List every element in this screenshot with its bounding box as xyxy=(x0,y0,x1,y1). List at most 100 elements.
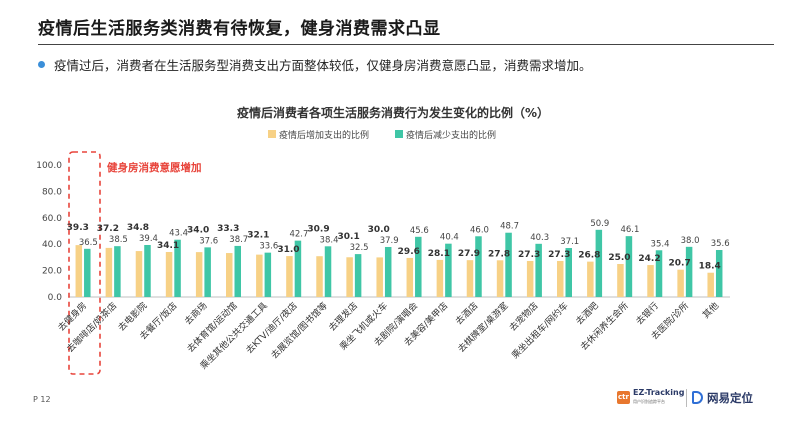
bar-increase xyxy=(105,247,113,297)
x-tick-label: 去展览馆/图书馆等 xyxy=(268,300,330,362)
bar-chart: 疫情后增加支出的比例 疫情后减少支出的比例 0.0 20.0 40.0 60.0 80.0 1… xyxy=(36,129,730,375)
data-label-increase: 32.1 xyxy=(247,231,269,241)
bar-decrease xyxy=(505,232,512,297)
data-label-decrease: 45.6 xyxy=(410,226,429,236)
bar-increase xyxy=(226,253,233,297)
y-tick-label: 0.0 xyxy=(48,293,63,303)
bar-decrease xyxy=(625,236,633,297)
data-label-decrease: 36.5 xyxy=(79,238,98,248)
title-divider xyxy=(38,44,774,45)
data-label-decrease: 37.9 xyxy=(380,236,399,246)
bar-increase xyxy=(256,254,263,297)
data-label-decrease: 38.0 xyxy=(681,236,700,246)
y-tick-label: 60.0 xyxy=(42,214,62,224)
bar-increase xyxy=(617,264,624,297)
bar-increase xyxy=(496,260,504,297)
data-label-increase: 33.3 xyxy=(217,224,239,234)
data-label-increase: 31.0 xyxy=(277,245,299,255)
data-label-increase: 18.4 xyxy=(699,262,721,272)
data-label-increase: 28.1 xyxy=(428,249,450,259)
bar-increase xyxy=(316,256,323,297)
bar-increase xyxy=(195,252,203,297)
bar-decrease xyxy=(535,243,542,297)
bar-decrease xyxy=(445,243,452,297)
bar-decrease xyxy=(715,250,723,297)
data-label-increase: 34.0 xyxy=(187,225,209,235)
data-label-decrease: 46.0 xyxy=(470,225,489,235)
data-label-increase: 24.2 xyxy=(638,254,660,264)
bar-decrease xyxy=(204,247,211,297)
data-label-decrease: 40.3 xyxy=(530,233,549,243)
ez-tracking-logo-text: EZ-Tracking xyxy=(633,388,685,397)
x-tick-label: 去商场 xyxy=(182,300,210,328)
bar-decrease xyxy=(144,244,151,297)
netease-location-logo-icon xyxy=(692,391,703,404)
bar-decrease xyxy=(685,246,693,297)
data-label-decrease: 48.7 xyxy=(500,222,519,232)
bar-increase xyxy=(165,251,173,297)
data-label-decrease: 38.5 xyxy=(109,235,128,245)
data-label-increase: 27.9 xyxy=(458,249,480,259)
y-tick-label: 80.0 xyxy=(42,187,62,197)
bar-increase xyxy=(587,261,594,297)
legend-label-1: 疫情后减少支出的比例 xyxy=(406,129,496,141)
legend-label-0: 疫情后增加支出的比例 xyxy=(279,129,369,141)
legend-swatch-1 xyxy=(395,130,403,138)
data-label-increase: 26.8 xyxy=(578,251,600,261)
ez-tracking-logo-subtext: 用户识别追踪平台 xyxy=(633,399,665,404)
bar-decrease xyxy=(565,248,572,297)
data-label-decrease: 32.5 xyxy=(350,243,369,253)
data-label-increase: 25.0 xyxy=(608,253,630,263)
data-label-increase: 34.1 xyxy=(157,241,179,251)
bullet-dot-icon xyxy=(38,61,45,68)
bar-decrease xyxy=(294,240,302,297)
legend-swatch-0 xyxy=(268,130,276,138)
data-label-decrease: 42.7 xyxy=(289,230,308,240)
bar-decrease xyxy=(84,248,91,297)
x-tick-label: 去棋牌室/桌游室 xyxy=(455,300,510,355)
data-label-decrease: 46.1 xyxy=(620,225,639,235)
data-label-increase: 27.8 xyxy=(488,249,510,259)
page-title: 疫情后生活服务类消费有待恢复，健身消费需求凸显 xyxy=(38,19,441,39)
data-label-increase: 34.8 xyxy=(127,223,149,233)
bar-increase xyxy=(346,257,353,297)
annotation-label: 健身房消费意愿增加 xyxy=(107,161,202,174)
x-tick-label: 去银行 xyxy=(633,300,661,328)
bar-decrease xyxy=(234,245,241,297)
bar-decrease xyxy=(415,236,422,297)
data-label-increase: 27.3 xyxy=(518,250,540,260)
data-label-decrease: 33.6 xyxy=(259,242,278,252)
data-label-increase: 30.0 xyxy=(368,225,390,235)
chart-title: 疫情后消费者各项生活服务消费行为发生变化的比例（%） xyxy=(236,106,550,120)
bar-increase xyxy=(526,260,534,297)
data-label-increase: 29.6 xyxy=(398,247,420,257)
bar-increase xyxy=(135,251,143,297)
data-label-decrease: 38.4 xyxy=(320,235,339,245)
bar-decrease xyxy=(174,239,181,297)
bar-decrease xyxy=(114,246,121,297)
data-label-decrease: 37.6 xyxy=(199,236,218,246)
data-label-decrease: 50.9 xyxy=(590,219,609,229)
bar-increase xyxy=(677,269,684,297)
bar-decrease xyxy=(264,252,272,297)
bar-increase xyxy=(406,257,414,297)
netease-location-logo-text: 网易定位 xyxy=(707,391,753,405)
bar-decrease xyxy=(354,254,362,297)
bar-decrease xyxy=(384,246,392,297)
bar-increase xyxy=(466,260,474,297)
data-label-decrease: 40.4 xyxy=(440,233,459,243)
data-label-decrease: 43.4 xyxy=(169,229,188,239)
x-tick-label: 其他 xyxy=(700,300,721,321)
data-label-decrease: 35.6 xyxy=(711,239,730,249)
bar-decrease xyxy=(475,236,482,297)
data-label-increase: 30.9 xyxy=(307,224,329,234)
data-label-decrease: 35.4 xyxy=(651,239,670,249)
data-label-decrease: 37.1 xyxy=(560,237,579,247)
highlight-box xyxy=(68,151,101,375)
x-tick-label: 去咖啡店/奶茶店 xyxy=(64,300,119,355)
data-label-increase: 39.3 xyxy=(67,223,89,233)
data-label-decrease: 38.7 xyxy=(229,235,248,245)
x-tick-label: 去KTV/迪厅/夜店 xyxy=(243,300,300,357)
data-label-increase: 37.2 xyxy=(97,224,119,234)
bar-decrease xyxy=(595,229,603,297)
